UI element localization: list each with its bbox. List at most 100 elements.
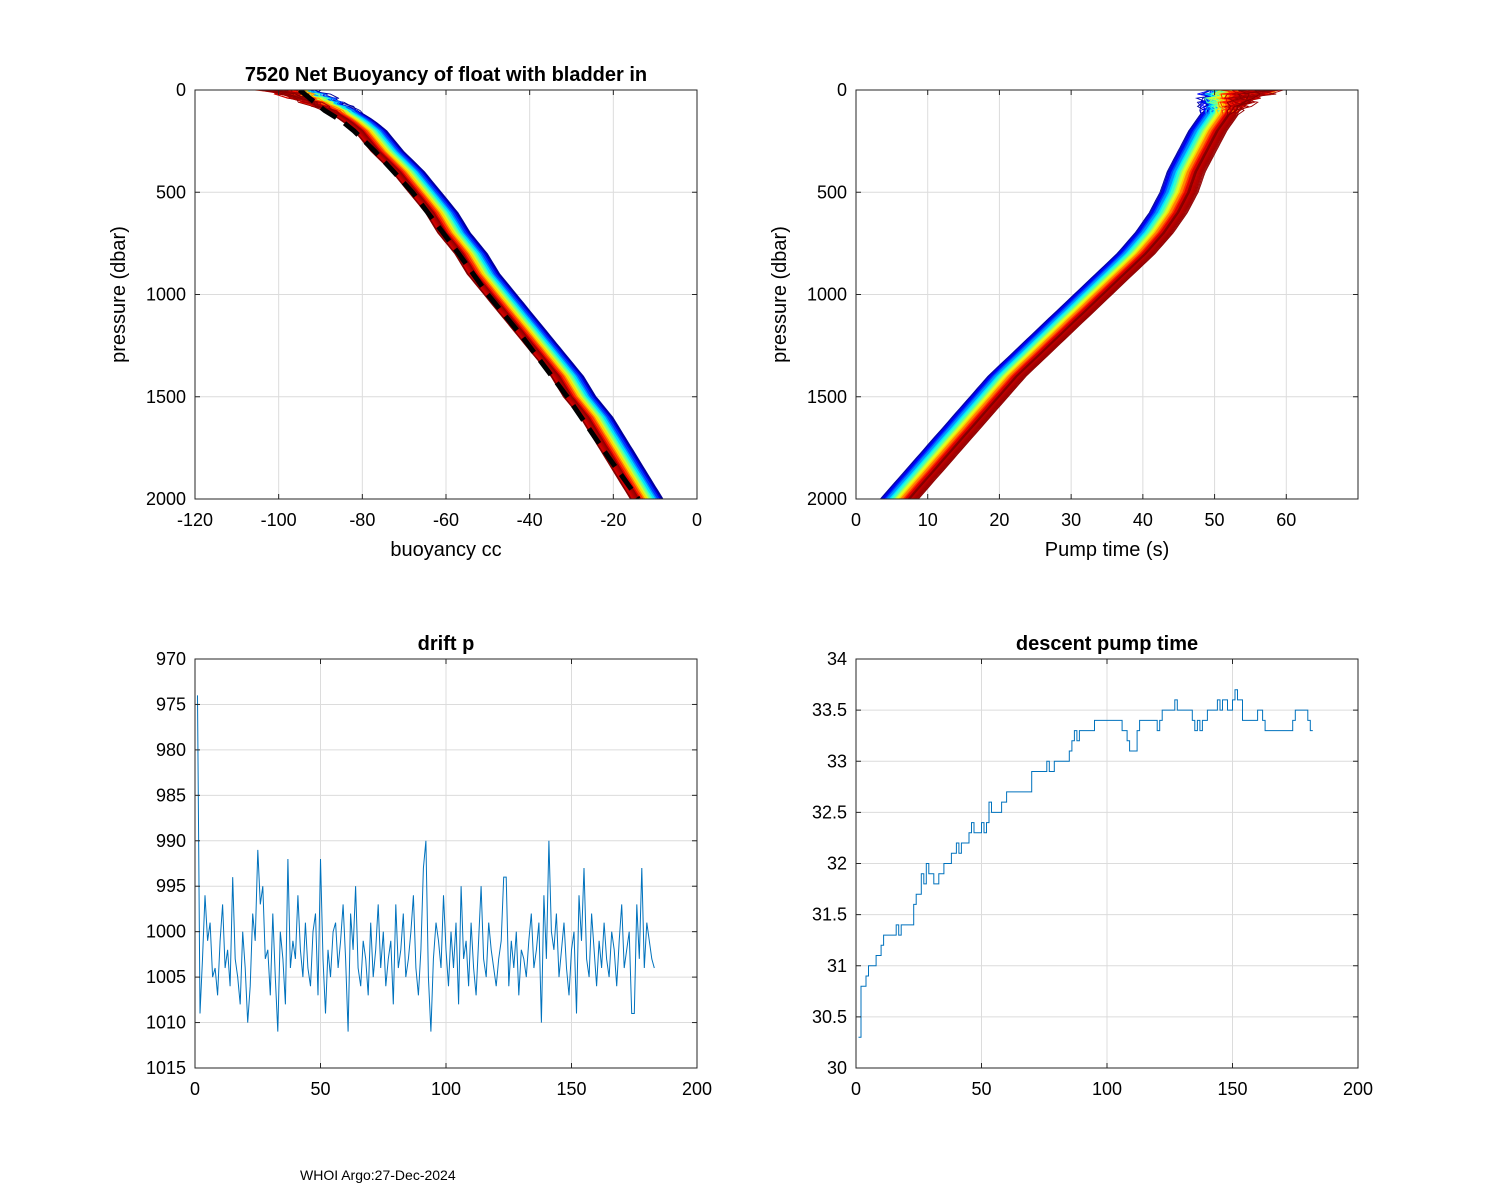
buoyancy-y-label: pressure (dbar) [108,226,130,363]
pump-time-profile-line [906,90,1255,499]
pump-time-profile-line [886,90,1252,499]
pump-time-y-tick-label: 0 [837,80,847,100]
pump-time-y-tick-label: 500 [817,182,847,202]
pump-time-profile-line [909,90,1261,499]
descent-pump-time-y-tick-label: 30 [827,1058,847,1078]
descent-pump-time-y-tick-label: 32 [827,854,847,874]
buoyancy-x-tick-label: -40 [517,510,543,530]
buoyancy-x-tick-label: 0 [692,510,702,530]
pump-time-y-tick-label: 1500 [807,387,847,407]
pump-time-y-tick-label: 2000 [807,489,847,509]
pump-time-x-tick-label: 0 [851,510,861,530]
pump-time-profile-line [900,90,1245,499]
pump-time-profile-line [882,90,1253,499]
pump-time-profile-line [917,90,1277,499]
pump-time-x-tick-label: 40 [1133,510,1153,530]
drift-p-x-tick-label: 0 [190,1079,200,1099]
drift-p-y-tick-label: 985 [156,785,186,805]
buoyancy-profile-line [280,90,644,499]
buoyancy-profile-line [277,90,642,499]
drift-p-y-tick-label: 995 [156,876,186,896]
pump-time-profile-line [880,90,1253,499]
buoyancy-x-tick-label: -80 [349,510,375,530]
drift-p-y-tick-label: 1015 [146,1058,186,1078]
buoyancy-profile-line [303,90,660,499]
buoyancy-profile-line [276,90,648,499]
buoyancy-profile-line [299,90,658,499]
pump-time-profile-line [883,90,1220,499]
pump-time-profile-line [918,90,1272,499]
pump-time-x-tick-label: 60 [1276,510,1296,530]
descent-pump-time-x-tick-label: 200 [1343,1079,1373,1099]
descent-pump-time-y-tick-label: 31.5 [812,905,847,925]
drift-p-y-tick-label: 1005 [146,967,186,987]
buoyancy-y-tick-label: 0 [176,80,186,100]
drift-p-y-tick-label: 980 [156,740,186,760]
buoyancy-profile-line [272,90,646,499]
pump-time-profile-line [902,90,1253,499]
pump-time-profile-line [898,90,1245,499]
pump-time-panel: 0 10 20 30 40 50 60 0 500 1000 1500 2000 Pump time (… [769,80,1359,561]
descent-pump-time-x-tick-label: 0 [851,1079,861,1099]
pump-time-profile-line [890,90,1243,499]
pump-time-profile-line [893,90,1235,499]
buoyancy-profile-line [298,90,654,499]
pump-time-y-label: pressure (dbar) [769,226,791,363]
pump-time-profile-line [911,90,1267,499]
footer-note: WHOI Argo:27-Dec-2024 [300,1167,456,1183]
buoyancy-y-tick-label: 2000 [146,489,186,509]
pump-time-x-tick-label: 20 [989,510,1009,530]
buoyancy-x-label: buoyancy cc [390,539,501,561]
drift-p-x-tick-label: 150 [556,1079,586,1099]
pump-time-profile-line [887,90,1237,499]
buoyancy-profile-line [271,90,652,499]
drift-p-x-tick-label: 100 [431,1079,461,1099]
buoyancy-y-tick-label: 1500 [146,387,186,407]
buoyancy-profile-line [280,90,640,499]
pump-time-x-tick-label: 50 [1205,510,1225,530]
pump-time-profile-line [905,90,1278,499]
drift-p-y-tick-label: 1000 [146,922,186,942]
pump-time-profile-line [912,90,1284,499]
buoyancy-x-tick-label: -20 [600,510,626,530]
pump-time-profile-line [897,90,1262,499]
descent-pump-time-y-tick-label: 33 [827,751,847,771]
pump-time-profile-line [915,90,1278,499]
pump-time-profile-line [890,90,1228,499]
pump-time-profile-line [896,90,1245,499]
pump-time-x-tick-label: 10 [918,510,938,530]
buoyancy-profile-line [295,90,662,499]
pump-time-profile-line [895,90,1243,499]
drift-p-y-tick-label: 990 [156,831,186,851]
pump-time-profile-line [903,90,1250,499]
buoyancy-title: 7520 Net Buoyancy of float with bladder … [245,64,647,86]
pump-time-y-tick-label: 1000 [807,285,847,305]
pump-time-profile-line [904,90,1261,499]
descent-pump-time-x-tick-label: 50 [971,1079,991,1099]
descent-pump-time-series-line [858,689,1313,1038]
pump-time-profile-line [888,90,1247,499]
pump-time-profile-line [885,90,1241,499]
buoyancy-x-tick-label: -100 [261,510,297,530]
descent-pump-time-y-tick-label: 34 [827,649,847,669]
drift-p-title: drift p [418,633,475,655]
descent-pump-time-data [858,689,1313,1038]
pump-time-profile-line [884,90,1252,499]
descent-pump-time-x-tick-label: 100 [1092,1079,1122,1099]
buoyancy-mean-profile-line [298,90,641,499]
pump-time-x-tick-label: 30 [1061,510,1081,530]
drift-p-panel: 0 50 100 150 200 970 975 980 985 990 995 1000 1005 10… [146,633,712,1099]
drift-p-y-tick-label: 970 [156,649,186,669]
drift-p-y-tick-label: 975 [156,694,186,714]
descent-pump-time-panel: 0 50 100 150 200 30 30.5 31 31.5 32 32.5 33 33.5 34 de… [812,633,1373,1099]
buoyancy-y-tick-label: 500 [156,182,186,202]
drift-p-series-line [197,695,655,1032]
drift-p-x-tick-label: 200 [682,1079,712,1099]
descent-pump-time-y-tick-label: 31 [827,956,847,976]
buoyancy-x-tick-label: -60 [433,510,459,530]
pump-time-profile-line [902,90,1261,499]
pump-time-profile-line [908,90,1251,499]
descent-pump-time-x-tick-label: 150 [1217,1079,1247,1099]
drift-p-x-tick-label: 50 [310,1079,330,1099]
buoyancy-profile-line [298,90,664,499]
